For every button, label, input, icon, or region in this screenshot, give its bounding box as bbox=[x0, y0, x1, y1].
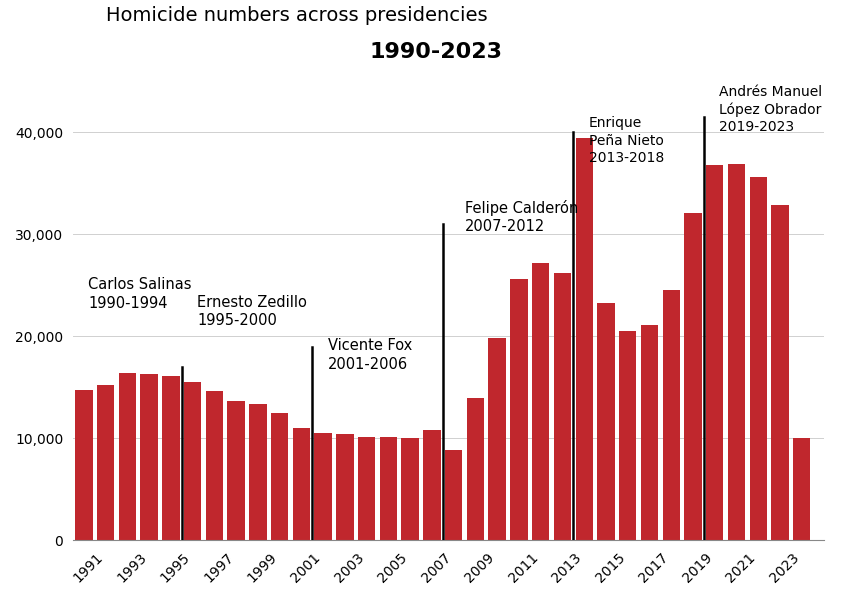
Bar bbox=[97, 385, 114, 540]
Bar bbox=[358, 437, 376, 540]
Bar bbox=[553, 273, 571, 540]
Bar bbox=[445, 449, 462, 540]
Bar bbox=[489, 338, 506, 540]
Bar bbox=[162, 376, 179, 540]
Bar bbox=[575, 137, 593, 540]
Text: Carlos Salinas
1990-1994: Carlos Salinas 1990-1994 bbox=[88, 277, 192, 311]
Bar bbox=[467, 398, 484, 540]
Text: Enrique
Peña Nieto
2013-2018: Enrique Peña Nieto 2013-2018 bbox=[588, 116, 664, 165]
Bar bbox=[206, 391, 223, 540]
Bar bbox=[598, 303, 615, 540]
Text: Felipe Calderón
2007-2012: Felipe Calderón 2007-2012 bbox=[465, 200, 578, 235]
Bar bbox=[292, 428, 310, 540]
Bar bbox=[532, 263, 549, 540]
Text: Vicente Fox
2001-2006: Vicente Fox 2001-2006 bbox=[327, 338, 411, 372]
Bar bbox=[750, 178, 767, 540]
Bar bbox=[706, 165, 723, 540]
Bar bbox=[423, 430, 440, 540]
Bar bbox=[140, 374, 158, 540]
Text: 1990-2023: 1990-2023 bbox=[369, 42, 502, 62]
Bar bbox=[771, 205, 789, 540]
Text: Homicide numbers across presidencies: Homicide numbers across presidencies bbox=[106, 6, 488, 25]
Bar bbox=[684, 213, 702, 540]
Bar bbox=[184, 382, 201, 540]
Bar bbox=[728, 164, 745, 540]
Text: Ernesto Zedillo
1995-2000: Ernesto Zedillo 1995-2000 bbox=[197, 295, 307, 328]
Bar bbox=[228, 401, 245, 540]
Bar bbox=[510, 279, 528, 540]
Bar bbox=[619, 331, 637, 540]
Bar bbox=[380, 437, 397, 540]
Bar bbox=[75, 391, 93, 540]
Bar bbox=[249, 404, 267, 540]
Text: Andrés Manuel
López Obrador
2019-2023: Andrés Manuel López Obrador 2019-2023 bbox=[719, 85, 822, 134]
Bar bbox=[271, 413, 288, 540]
Bar bbox=[314, 433, 332, 540]
Bar bbox=[641, 325, 658, 540]
Bar bbox=[401, 439, 419, 540]
Bar bbox=[119, 373, 136, 540]
Bar bbox=[662, 290, 680, 540]
Bar bbox=[337, 434, 354, 540]
Bar bbox=[793, 439, 810, 540]
